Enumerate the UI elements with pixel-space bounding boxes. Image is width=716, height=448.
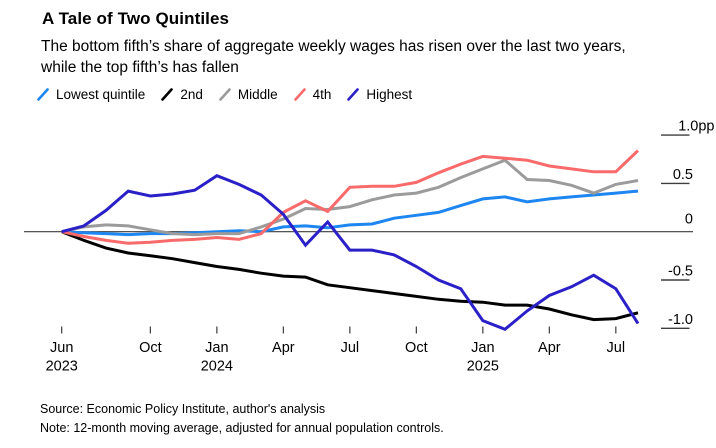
chart-title: A Tale of Two Quintiles <box>42 9 230 28</box>
legend-label: Lowest quintile <box>56 87 146 102</box>
methodology-note: Note: 12-month moving average, adjusted … <box>40 420 444 435</box>
legend-item-middle: Middle <box>218 87 278 102</box>
series-line-4th <box>61 149 640 245</box>
legend-label: 2nd <box>180 87 203 102</box>
legend-slash-icon <box>161 88 174 101</box>
x-axis-month-label: Jan <box>205 340 228 356</box>
x-axis-year-label: 2023 <box>46 359 78 375</box>
x-axis-year-label: 2025 <box>467 359 499 375</box>
series-line-lowest-quintile <box>61 189 639 237</box>
legend-item-2nd: 2nd <box>160 87 203 102</box>
series-line-middle <box>61 158 639 237</box>
x-axis-month-label: Oct <box>139 340 162 356</box>
legend: Lowest quintile 2nd Middle 4th Highest <box>36 87 412 102</box>
chart-footer: Source: Economic Policy Institute, autho… <box>40 400 444 437</box>
legend-slash-icon <box>347 88 360 101</box>
chart-subtitle: The bottom fifth’s share of aggregate we… <box>41 38 626 76</box>
x-axis-month-label: Apr <box>272 340 295 356</box>
legend-item-4th: 4th <box>293 87 332 102</box>
source-note: Source: Economic Policy Institute, autho… <box>40 402 326 416</box>
legend-item-highest: Highest <box>346 87 412 102</box>
y-axis-tick-label: -0.5 <box>668 264 693 280</box>
x-axis-month-label: Oct <box>405 340 428 356</box>
series-line-2nd <box>61 230 639 322</box>
legend-item-lowest-quintile: Lowest quintile <box>36 87 145 102</box>
x-axis-month-label: Jun <box>50 340 73 356</box>
x-axis-month-label: Apr <box>538 340 561 356</box>
x-axis-month-label: Jul <box>607 340 626 356</box>
legend-slash-icon <box>37 88 49 101</box>
legend-label: 4th <box>312 87 332 102</box>
legend-label: Middle <box>237 87 278 102</box>
x-axis-year-label: 2024 <box>201 359 233 375</box>
series-line-highest <box>61 174 640 332</box>
y-axis-tick-label: 0 <box>685 212 693 228</box>
legend-label: Highest <box>366 87 413 102</box>
x-axis-month-label: Jan <box>471 340 494 356</box>
legend-slash-icon <box>293 88 306 101</box>
y-axis-tick-label: 0.5 <box>673 167 693 183</box>
y-axis-tick-label: -1.0 <box>668 312 693 328</box>
x-axis-month-label: Jul <box>341 340 360 356</box>
legend-slash-icon <box>219 88 231 101</box>
y-axis-tick-label: 1.0pp <box>678 119 714 135</box>
